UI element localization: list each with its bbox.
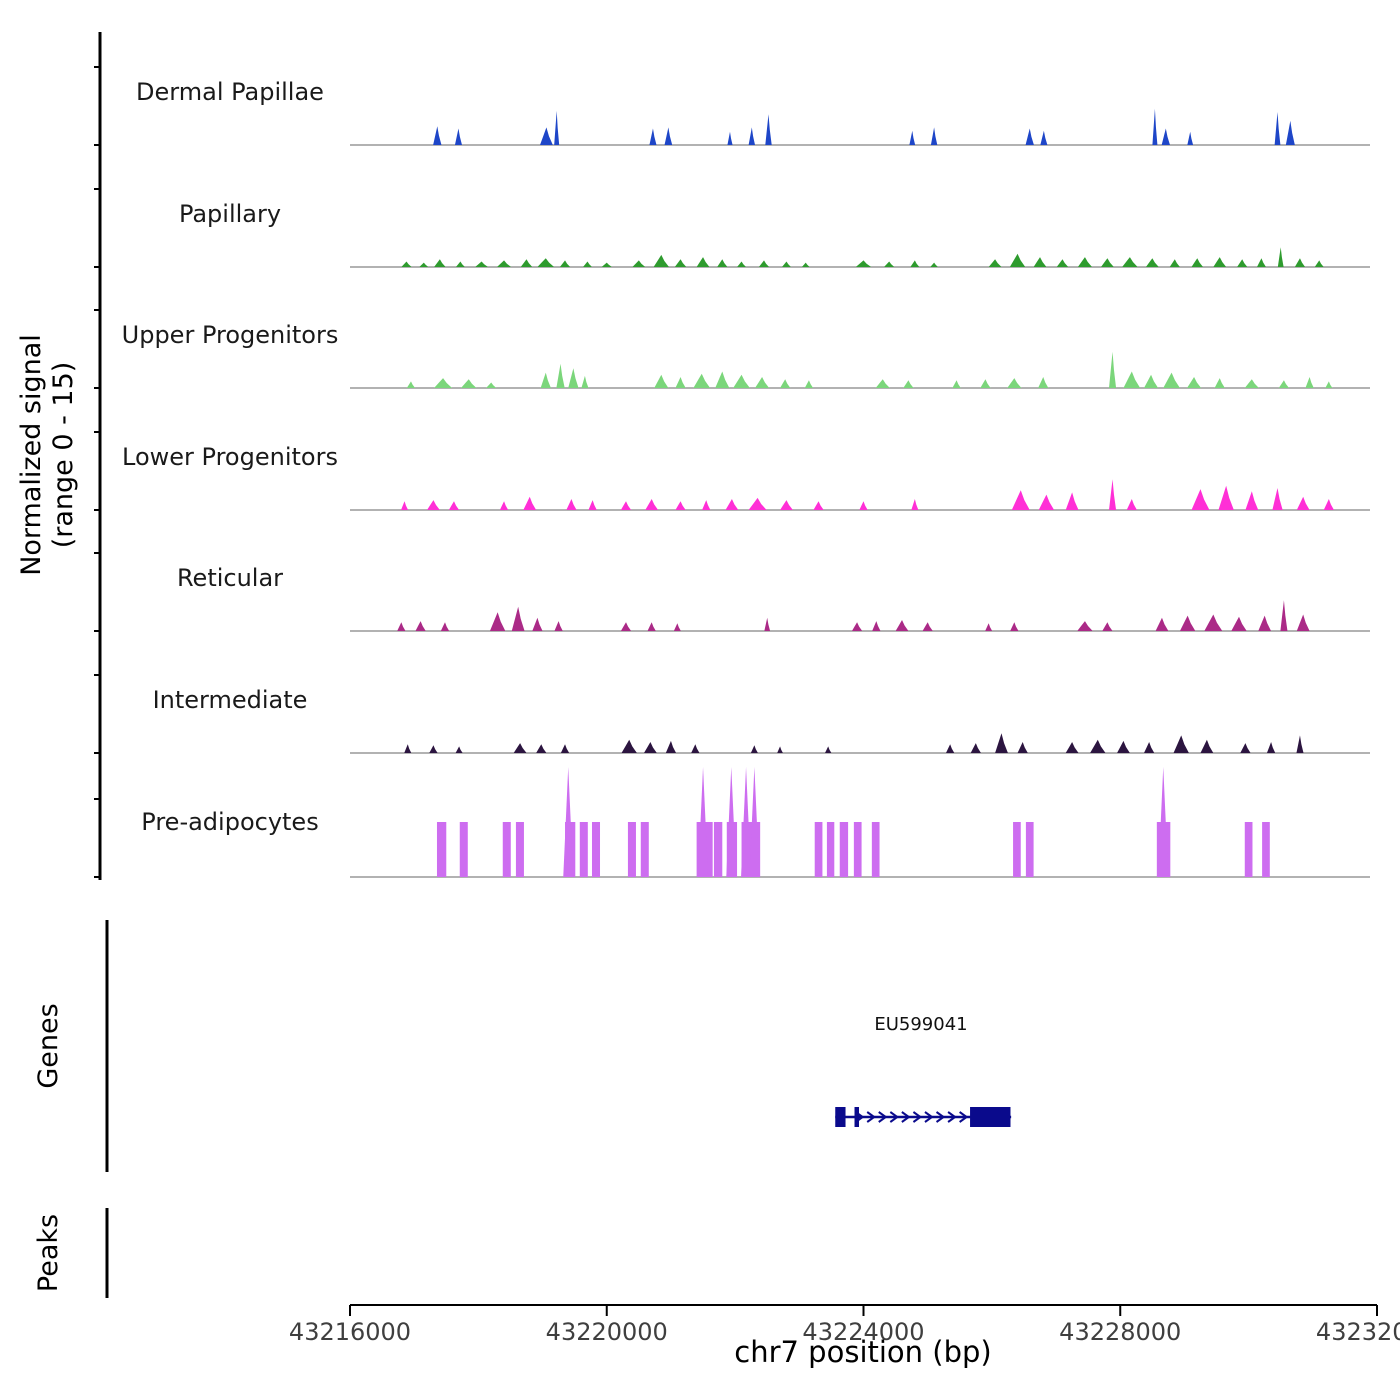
y-axis-label-line2: (range 0 - 15) [48,362,79,549]
x-tick-label: 43220000 [546,1318,668,1346]
track-intermediate: Intermediate [153,686,1370,754]
x-tick-label: 43232000 [1316,1318,1400,1346]
x-tick-label: 43228000 [1059,1318,1181,1346]
genes-section: Genes EU599041 [33,920,1012,1172]
signal-axis-bracket [94,32,102,880]
gene-name-label: EU599041 [874,1014,967,1035]
track-label-pre-adipocytes: Pre-adipocytes [141,808,318,836]
track-pre-adipocytes: Pre-adipocytes [141,767,1370,878]
track-label-papillary: Papillary [179,200,281,228]
track-lower-progenitors: Lower Progenitors [122,443,1370,511]
track-label-lower-progenitors: Lower Progenitors [122,443,338,471]
x-axis-title: chr7 position (bp) [734,1335,991,1369]
track-area-papillary [401,247,1324,267]
track-dermal-papillae: Dermal Papillae [136,78,1370,146]
track-area-dermal-papillae [433,108,1295,145]
x-tick-label: 43216000 [289,1318,411,1346]
x-axis: 43216000 43220000 43224000 43228000 43232000… [289,1304,1400,1369]
track-area-reticular [397,600,1310,631]
track-area-intermediate [404,733,1304,753]
track-label-intermediate: Intermediate [153,686,308,714]
track-label-dermal-papillae: Dermal Papillae [136,78,324,106]
x-axis-ticks: 43216000 43220000 43224000 43228000 43232000 [289,1305,1400,1346]
track-upper-progenitors: Upper Progenitors [122,321,1370,389]
track-area-upper-progenitors [406,351,1333,388]
track-label-upper-progenitors: Upper Progenitors [122,321,339,349]
track-area-lower-progenitors [401,479,1334,510]
peaks-section: Peaks [33,1208,109,1298]
genes-section-label: Genes [33,1003,64,1088]
gene-model [835,1107,1012,1127]
track-reticular: Reticular [177,564,1370,632]
x-tick-label: 43224000 [802,1318,924,1346]
track-label-reticular: Reticular [177,564,283,592]
peaks-section-label: Peaks [33,1214,64,1292]
track-area-pre-adipocytes [436,767,1270,877]
track-papillary: Papillary [179,200,1370,268]
y-axis-label: Normalized signal (range 0 - 15) [16,334,79,576]
y-axis-label-line1: Normalized signal [16,334,47,576]
